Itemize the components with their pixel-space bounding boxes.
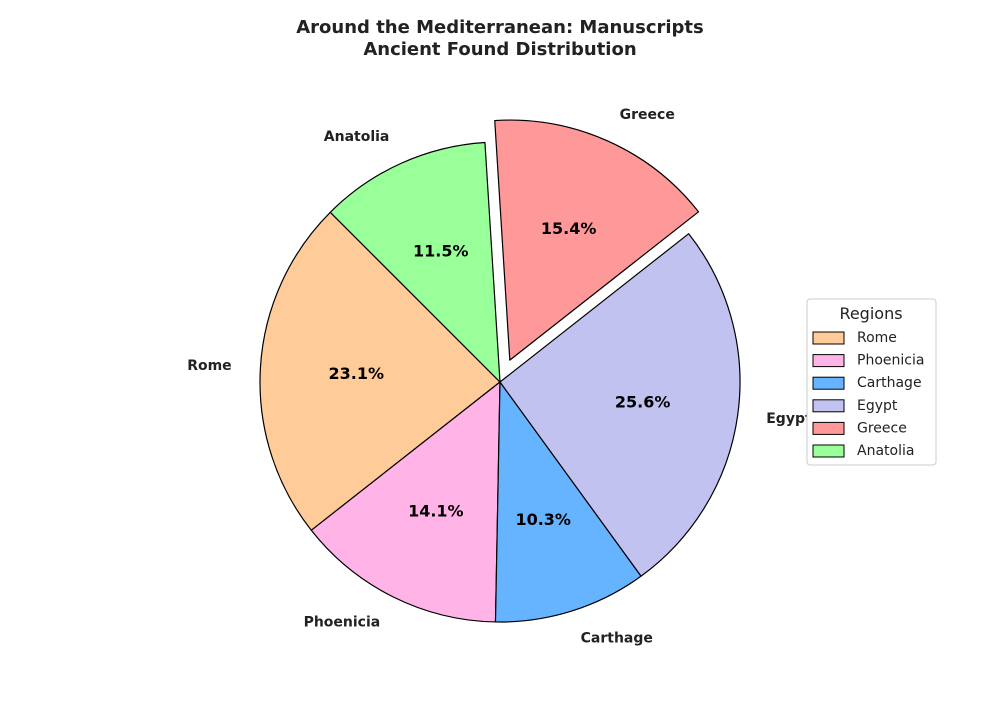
legend-swatch-carthage [812, 376, 845, 390]
pie-pct-label-phoenicia: 14.1% [408, 501, 464, 520]
pie-pct-label-rome: 23.1% [328, 364, 384, 383]
pie-slice-greece [494, 119, 700, 361]
pie-category-label-carthage: Carthage [581, 630, 653, 646]
pie-slice-anatolia [329, 141, 501, 383]
chart-title-line-2: Ancient Found Distribution [363, 39, 636, 60]
pie-slices [259, 119, 741, 623]
pie-category-label-egypt: Egypt [766, 411, 812, 427]
pie-slice-rome [259, 211, 501, 531]
pie-slice-carthage [494, 381, 642, 623]
legend-swatch-phoenicia [812, 354, 845, 368]
legend-swatch-anatolia [812, 444, 845, 458]
legend-label-phoenicia: Phoenicia [857, 353, 924, 369]
legend-label-rome: Rome [857, 330, 897, 346]
legend-swatch-rome [812, 331, 845, 345]
chart-title-line-1: Around the Mediterranean: Manuscripts [296, 17, 704, 38]
legend-title: Regions [839, 304, 902, 323]
legend-swatch-egypt [812, 399, 845, 413]
pie-pct-label-greece: 15.4% [541, 219, 597, 238]
pie-category-label-phoenicia: Phoenicia [304, 615, 381, 631]
legend-label-greece: Greece [857, 420, 907, 436]
pie-category-label-anatolia: Anatolia [324, 129, 390, 145]
pie-slice-egypt [499, 233, 741, 577]
pie-pct-label-egypt: 25.6% [615, 392, 671, 411]
pie-pct-label-anatolia: 11.5% [413, 241, 469, 260]
pie-slice-phoenicia [310, 381, 501, 623]
legend-label-carthage: Carthage [857, 375, 922, 391]
legend-label-egypt: Egypt [857, 398, 898, 414]
pie-pct-label-carthage: 10.3% [515, 510, 571, 529]
pie-category-label-rome: Rome [187, 358, 231, 374]
legend-label-anatolia: Anatolia [857, 443, 914, 459]
pie-labels: 23.1% Rome 14.1% Phoenicia 10.3% Carthage 25.6… [187, 107, 812, 647]
legend-swatch-greece [812, 421, 845, 435]
pie-category-label-greece: Greece [620, 107, 675, 123]
legend: Regions Rome Phoenicia Carthage Egypt Greece… [806, 298, 937, 466]
